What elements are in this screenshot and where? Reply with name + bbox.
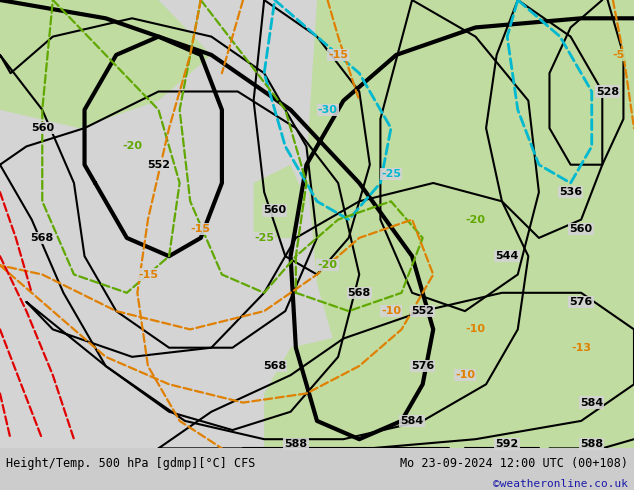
Text: 568: 568 [263, 361, 287, 371]
Text: -15: -15 [138, 270, 158, 279]
Polygon shape [0, 0, 211, 128]
Text: 584: 584 [401, 416, 424, 426]
Polygon shape [254, 165, 306, 238]
Text: ©weatheronline.co.uk: ©weatheronline.co.uk [493, 479, 628, 489]
Polygon shape [264, 329, 423, 448]
Text: -13: -13 [571, 343, 591, 353]
Text: 588: 588 [284, 439, 307, 449]
Text: Height/Temp. 500 hPa [gdmp][°C] CFS: Height/Temp. 500 hPa [gdmp][°C] CFS [6, 457, 256, 469]
Polygon shape [344, 0, 634, 165]
Text: 536: 536 [559, 187, 582, 197]
Text: -10: -10 [455, 370, 475, 380]
Text: 552: 552 [411, 306, 434, 316]
Text: -5: -5 [612, 50, 624, 60]
Text: 568: 568 [347, 288, 371, 298]
Text: -10: -10 [381, 306, 401, 316]
Text: -20: -20 [122, 142, 142, 151]
Text: -10: -10 [465, 324, 486, 334]
Text: -30: -30 [318, 105, 337, 115]
Text: 560: 560 [569, 224, 593, 234]
Text: -25: -25 [381, 169, 401, 179]
Polygon shape [306, 0, 634, 448]
Text: -15: -15 [328, 50, 348, 60]
Text: 576: 576 [411, 361, 434, 371]
Text: 528: 528 [596, 87, 619, 97]
Text: 584: 584 [580, 397, 604, 408]
Text: 544: 544 [496, 251, 519, 261]
Text: -15: -15 [191, 224, 210, 234]
Text: -25: -25 [254, 233, 274, 243]
Text: Mo 23-09-2024 12:00 UTC (00+108): Mo 23-09-2024 12:00 UTC (00+108) [399, 457, 628, 469]
Text: 576: 576 [569, 297, 593, 307]
Text: 588: 588 [580, 439, 604, 449]
Text: 552: 552 [147, 160, 170, 170]
Text: 560: 560 [30, 123, 54, 133]
Text: 592: 592 [496, 439, 519, 449]
Text: -20: -20 [318, 260, 337, 270]
Text: 568: 568 [30, 233, 54, 243]
Text: -20: -20 [465, 215, 486, 224]
Text: 560: 560 [263, 205, 287, 216]
